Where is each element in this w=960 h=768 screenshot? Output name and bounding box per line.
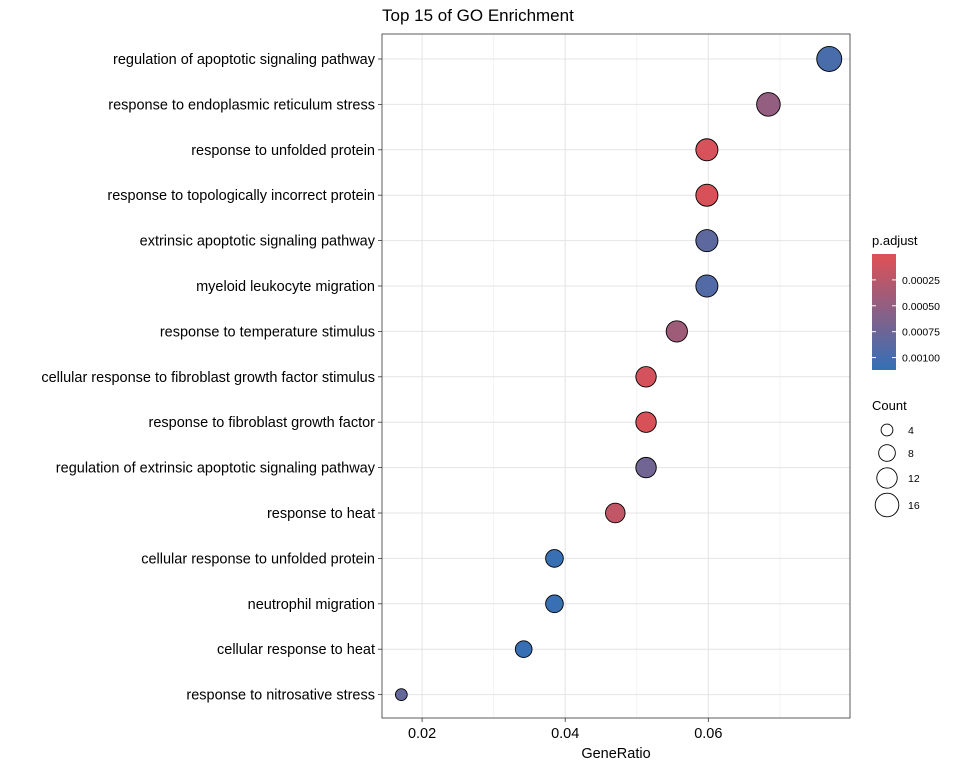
y-tick-label: neutrophil migration — [248, 597, 375, 613]
y-tick-label: regulation of extrinsic apoptotic signal… — [56, 461, 376, 477]
point-6 — [665, 320, 688, 343]
y-tick-label: myeloid leukocyte migration — [196, 279, 375, 295]
colorbar-tick-label: 0.00050 — [902, 301, 940, 313]
y-tick-label: response to unfolded protein — [191, 143, 375, 159]
colorbar-tick-label: 0.00075 — [902, 327, 940, 339]
point-10 — [605, 502, 626, 524]
point-11 — [545, 549, 564, 568]
x-tick-label: 0.06 — [694, 726, 722, 742]
padjust-legend: p.adjust 0.00025 0.00050 0.00075 0.00100 — [872, 233, 940, 370]
count-legend-key — [880, 423, 894, 437]
point-12 — [545, 594, 564, 614]
y-axis-labels: regulation of apoptotic signaling pathwa… — [41, 52, 382, 704]
y-tick-label: response to topologically incorrect prot… — [107, 188, 375, 204]
y-tick-label: response to endoplasmic reticulum stress — [108, 97, 375, 113]
points-layer — [394, 46, 843, 701]
x-tick-label: 0.02 — [408, 726, 436, 742]
point-3 — [695, 183, 719, 207]
point-4 — [695, 229, 719, 253]
colorbar-tick-label: 0.00025 — [902, 275, 940, 287]
count-legend-title: Count — [872, 398, 907, 413]
point-1 — [756, 92, 781, 117]
y-tick-label: response to nitrosative stress — [186, 688, 375, 704]
count-legend-label: 16 — [908, 500, 920, 512]
padjust-legend-title: p.adjust — [872, 233, 918, 248]
point-13 — [514, 640, 533, 658]
count-legend-label: 8 — [908, 448, 914, 460]
count-legend-label: 4 — [908, 425, 914, 437]
point-7 — [635, 366, 657, 388]
chart-title: Top 15 of GO Enrichment — [382, 6, 574, 25]
x-tick-label: 0.04 — [551, 726, 579, 742]
point-0 — [816, 46, 843, 72]
count-legend-label: 12 — [908, 473, 920, 485]
x-axis: 0.02 0.04 0.06 — [408, 718, 722, 742]
y-tick-label: cellular response to unfolded protein — [141, 551, 375, 567]
point-14 — [394, 688, 408, 701]
y-tick-label: regulation of apoptotic signaling pathwa… — [113, 52, 376, 68]
count-legend: Count 4 8 12 16 — [872, 398, 920, 518]
y-tick-label: response to temperature stimulus — [160, 324, 375, 340]
y-tick-label: cellular response to fibroblast growth f… — [41, 370, 375, 386]
y-tick-label: cellular response to heat — [217, 642, 375, 658]
point-5 — [695, 274, 719, 298]
padjust-legend-ticks: 0.00025 0.00050 0.00075 0.00100 — [872, 275, 940, 365]
count-legend-key — [878, 444, 896, 462]
point-8 — [635, 411, 657, 433]
y-tick-label: response to heat — [267, 506, 375, 522]
y-tick-label: response to fibroblast growth factor — [149, 415, 376, 431]
count-legend-key — [874, 492, 900, 518]
colorbar-tick-label: 0.00100 — [902, 353, 940, 365]
point-2 — [695, 138, 719, 162]
count-legend-key — [876, 467, 898, 489]
y-tick-label: extrinsic apoptotic signaling pathway — [140, 234, 376, 250]
count-legend-items: 4 8 12 16 — [874, 423, 920, 518]
padjust-colorbar — [872, 254, 896, 370]
point-9 — [635, 456, 657, 479]
x-axis-title: GeneRatio — [581, 746, 650, 762]
panel-border — [381, 33, 851, 719]
